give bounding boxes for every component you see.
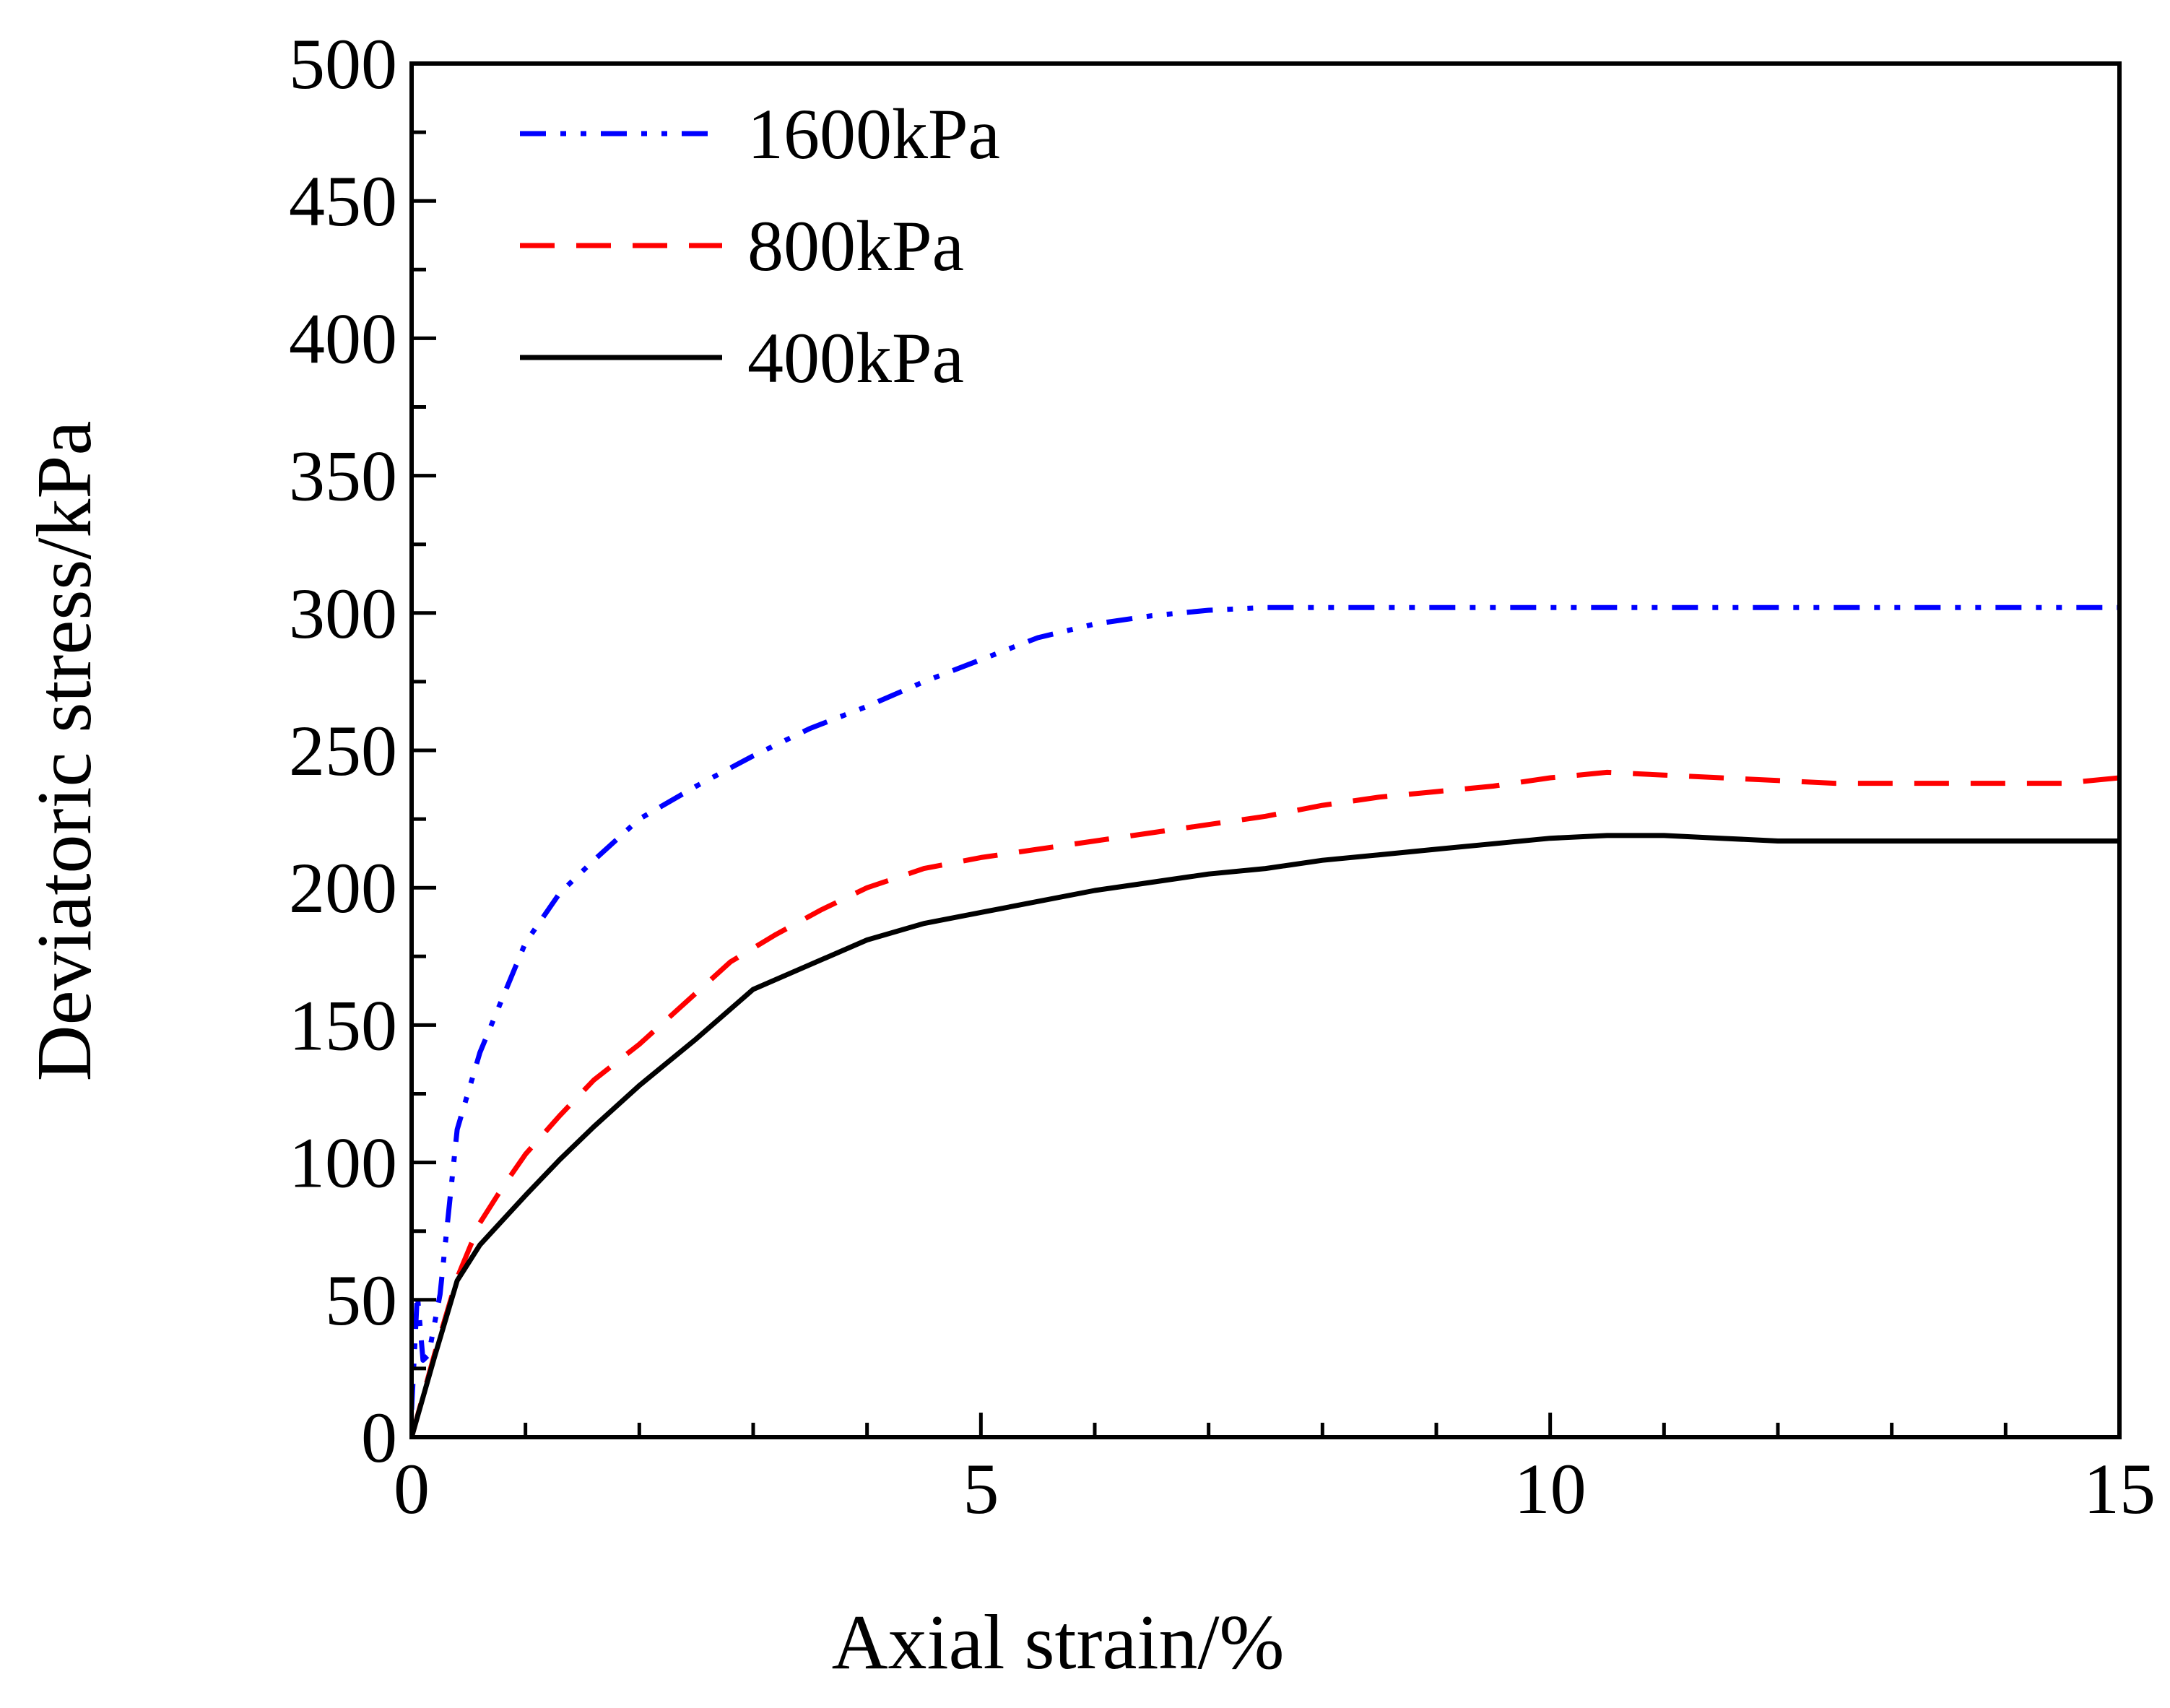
series-line-800kpa [412,769,2119,1437]
legend: 1600kPa 800kPa 400kPa [520,94,1000,398]
axis-layer [409,61,2122,1439]
x-tick-label: 10 [1514,1449,1587,1529]
y-tick-label: 150 [289,985,397,1065]
x-tick-label: 0 [394,1449,430,1529]
y-tick-label: 350 [289,436,397,516]
y-tick-label: 500 [289,24,397,104]
legend-entry-400kpa: 400kPa [520,318,964,398]
plot-frame [409,61,2122,1439]
y-tick-label: 0 [361,1397,397,1478]
legend-label: 400kPa [747,318,964,398]
legend-label: 800kPa [747,206,964,286]
legend-entry-1600kpa: 1600kPa [520,94,1000,174]
y-tick-label: 100 [289,1123,397,1203]
y-tick-label: 200 [289,848,397,928]
y-tick-label: 300 [289,573,397,654]
y-tick-label: 50 [325,1260,397,1340]
x-axis-title: Axial strain/% [832,1600,1285,1686]
x-tick-label: 15 [2083,1449,2156,1529]
x-tick-label: 5 [963,1449,999,1529]
y-axis-title: Deviatoric stress/kPa [22,421,108,1082]
series-line-400kpa [412,833,2119,1437]
series-line-1600kpa [412,604,2119,1410]
legend-entry-800kpa: 800kPa [520,206,964,286]
y-tick-label: 400 [289,298,397,378]
series-layer [412,604,2119,1437]
y-tick-label: 450 [289,161,397,241]
legend-label: 1600kPa [747,94,1000,174]
y-tick-label: 250 [289,711,397,791]
